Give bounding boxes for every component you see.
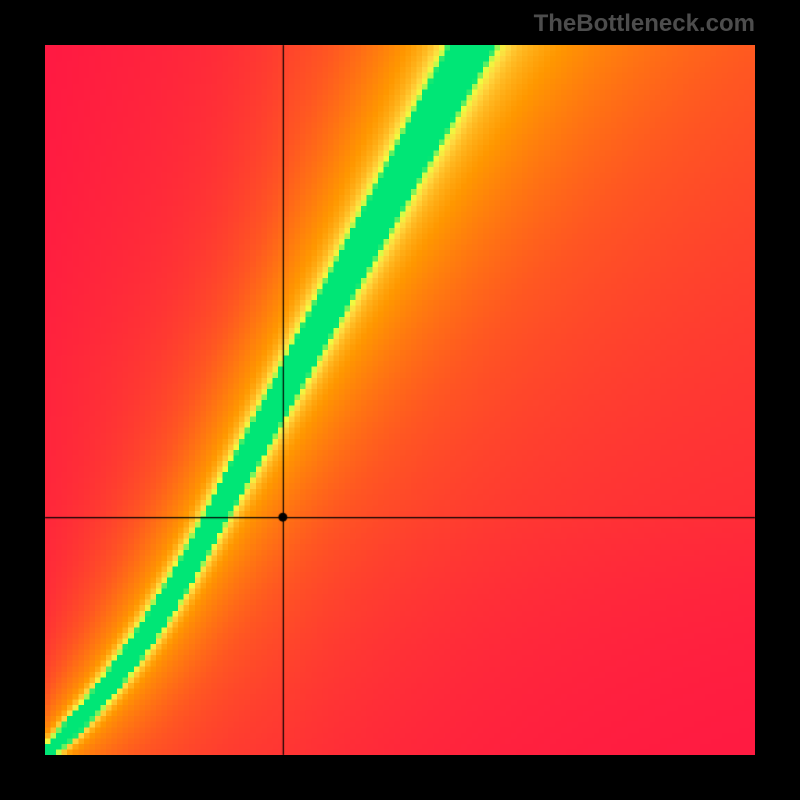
watermark-text: TheBottleneck.com bbox=[534, 10, 755, 38]
chart-container: TheBottleneck.com bbox=[0, 0, 800, 800]
overlay-canvas bbox=[0, 0, 800, 800]
